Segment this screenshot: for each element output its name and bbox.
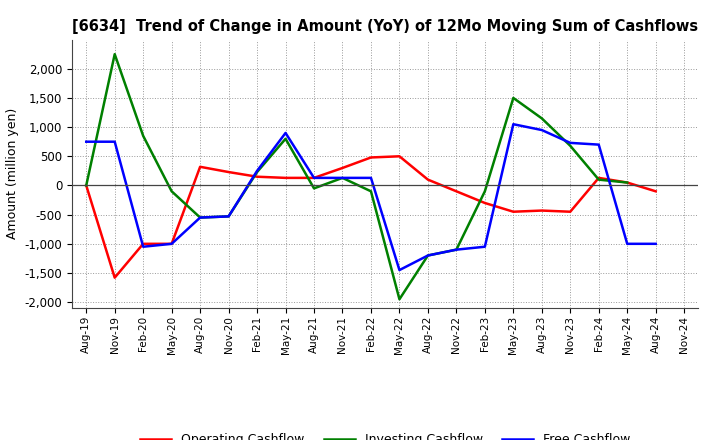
Operating Cashflow: [167, 241, 176, 246]
Operating Cashflow: [225, 169, 233, 175]
Free Cashflow: [167, 241, 176, 246]
Operating Cashflow: [395, 154, 404, 159]
Y-axis label: Amount (million yen): Amount (million yen): [6, 108, 19, 239]
Title: [6634]  Trend of Change in Amount (YoY) of 12Mo Moving Sum of Cashflows: [6634] Trend of Change in Amount (YoY) o…: [72, 19, 698, 34]
Legend: Operating Cashflow, Investing Cashflow, Free Cashflow: Operating Cashflow, Investing Cashflow, …: [134, 427, 636, 440]
Free Cashflow: [253, 168, 261, 173]
Line: Investing Cashflow: Investing Cashflow: [86, 54, 627, 299]
Investing Cashflow: [110, 51, 119, 57]
Free Cashflow: [423, 253, 432, 258]
Investing Cashflow: [253, 169, 261, 175]
Investing Cashflow: [423, 253, 432, 258]
Operating Cashflow: [82, 183, 91, 188]
Investing Cashflow: [82, 183, 91, 188]
Free Cashflow: [452, 247, 461, 252]
Line: Operating Cashflow: Operating Cashflow: [86, 156, 656, 278]
Free Cashflow: [196, 215, 204, 220]
Free Cashflow: [225, 214, 233, 219]
Free Cashflow: [366, 175, 375, 180]
Operating Cashflow: [652, 189, 660, 194]
Free Cashflow: [480, 244, 489, 249]
Operating Cashflow: [566, 209, 575, 214]
Free Cashflow: [623, 241, 631, 246]
Free Cashflow: [652, 241, 660, 246]
Operating Cashflow: [509, 209, 518, 214]
Investing Cashflow: [139, 133, 148, 139]
Operating Cashflow: [423, 177, 432, 182]
Operating Cashflow: [338, 165, 347, 171]
Investing Cashflow: [623, 180, 631, 185]
Free Cashflow: [139, 244, 148, 249]
Operating Cashflow: [480, 200, 489, 205]
Operating Cashflow: [282, 175, 290, 180]
Free Cashflow: [310, 175, 318, 180]
Free Cashflow: [395, 268, 404, 273]
Investing Cashflow: [566, 143, 575, 148]
Free Cashflow: [595, 142, 603, 147]
Operating Cashflow: [452, 189, 461, 194]
Operating Cashflow: [139, 241, 148, 246]
Line: Free Cashflow: Free Cashflow: [86, 124, 656, 270]
Operating Cashflow: [537, 208, 546, 213]
Investing Cashflow: [282, 136, 290, 141]
Investing Cashflow: [480, 189, 489, 194]
Investing Cashflow: [395, 297, 404, 302]
Investing Cashflow: [452, 247, 461, 252]
Investing Cashflow: [167, 189, 176, 194]
Free Cashflow: [537, 128, 546, 133]
Free Cashflow: [110, 139, 119, 144]
Investing Cashflow: [595, 177, 603, 182]
Investing Cashflow: [225, 214, 233, 219]
Operating Cashflow: [196, 164, 204, 169]
Investing Cashflow: [196, 215, 204, 220]
Investing Cashflow: [338, 175, 347, 180]
Investing Cashflow: [537, 116, 546, 121]
Operating Cashflow: [366, 155, 375, 160]
Operating Cashflow: [623, 180, 631, 185]
Investing Cashflow: [310, 186, 318, 191]
Free Cashflow: [566, 140, 575, 146]
Investing Cashflow: [366, 189, 375, 194]
Free Cashflow: [509, 121, 518, 127]
Operating Cashflow: [595, 175, 603, 180]
Operating Cashflow: [310, 175, 318, 180]
Operating Cashflow: [253, 174, 261, 180]
Free Cashflow: [282, 130, 290, 136]
Operating Cashflow: [110, 275, 119, 280]
Investing Cashflow: [509, 95, 518, 101]
Free Cashflow: [338, 175, 347, 180]
Free Cashflow: [82, 139, 91, 144]
